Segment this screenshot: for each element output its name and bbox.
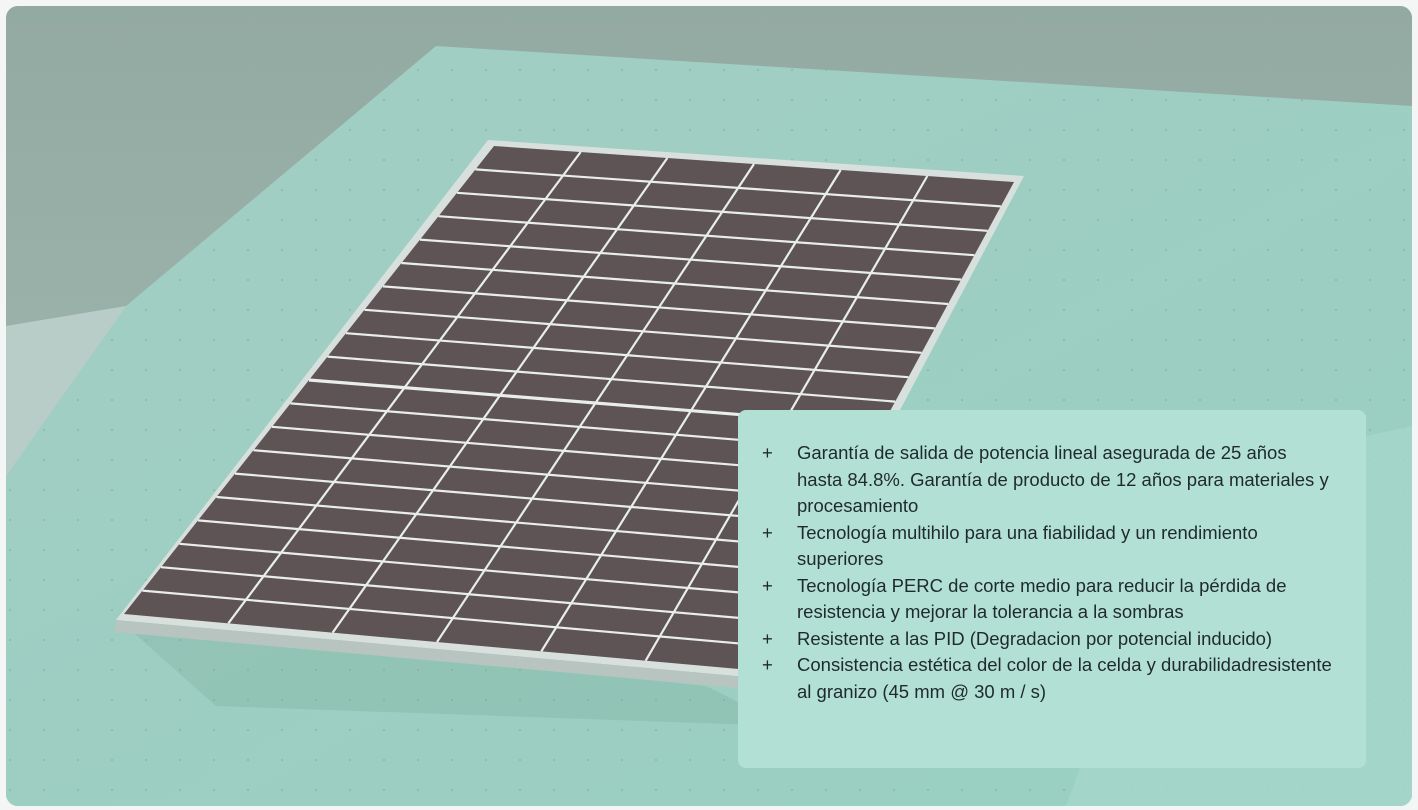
feature-text: Resistente a las PID (Degradacion por po… bbox=[797, 627, 1273, 649]
cell-grid-line bbox=[456, 191, 988, 232]
feature-list: + Garantía de salida de potencia lineal … bbox=[762, 440, 1336, 705]
plus-icon: + bbox=[762, 521, 773, 543]
cell-grid-line bbox=[179, 542, 790, 598]
panel-frame-bottom bbox=[114, 620, 760, 690]
feature-text: Tecnología PERC de corte medio para redu… bbox=[797, 574, 1287, 623]
cell-grid-line bbox=[234, 472, 830, 525]
plus-icon: + bbox=[762, 627, 773, 649]
feature-item: + Tecnología multihilo para una fiabilid… bbox=[762, 520, 1336, 573]
feature-text: Consistencia estética del color de la ce… bbox=[797, 654, 1332, 702]
plus-icon: + bbox=[762, 574, 773, 596]
feature-text: Garantía de salida de potencia lineal as… bbox=[797, 442, 1329, 516]
feature-item: + Resistente a las PID (Degradacion por … bbox=[762, 626, 1336, 653]
cell-grid-line bbox=[419, 238, 962, 281]
cell-grid-line bbox=[216, 495, 817, 550]
feature-item: + Consistencia estética del color de la … bbox=[762, 652, 1336, 705]
feature-item: + Garantía de salida de potencia lineal … bbox=[762, 440, 1336, 520]
hero-image-area: + Garantía de salida de potencia lineal … bbox=[6, 6, 1412, 806]
cell-grid-line bbox=[475, 168, 1001, 208]
feature-text: Tecnología multihilo para una fiabilidad… bbox=[797, 521, 1258, 570]
plus-icon: + bbox=[762, 654, 773, 675]
plus-icon: + bbox=[762, 442, 773, 463]
cell-grid-line bbox=[401, 261, 949, 306]
cell-grid-line bbox=[197, 519, 803, 574]
cell-grid-line bbox=[142, 589, 764, 647]
cell-grid-line bbox=[327, 355, 896, 403]
cell-grid-line bbox=[364, 308, 922, 354]
cell-grid-line bbox=[345, 332, 909, 379]
feature-card: + Garantía de salida de potencia lineal … bbox=[738, 410, 1366, 768]
feature-item: + Tecnología PERC de corte medio para re… bbox=[762, 573, 1336, 626]
cell-grid-line bbox=[438, 215, 975, 257]
cell-grid-line bbox=[160, 566, 777, 623]
panel-shadow bbox=[126, 626, 786, 726]
cell-grid-line bbox=[382, 285, 935, 330]
